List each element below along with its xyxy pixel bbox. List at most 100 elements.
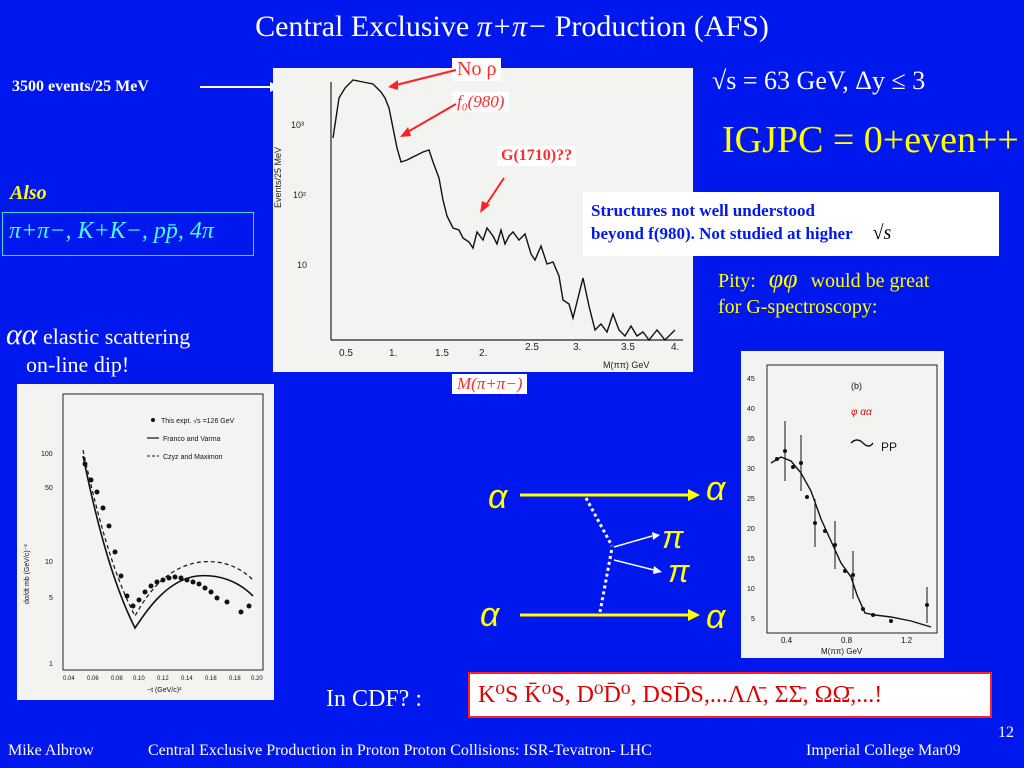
pp-ytick-20: 20 [747, 526, 755, 533]
quantum-numbers-text: IGJPC = 0+even++ [722, 119, 1019, 161]
pp-ytick-30: 30 [747, 466, 755, 473]
pi-upper: π [662, 519, 684, 555]
pity-label: Pity: [718, 270, 756, 292]
footer-center: Central Exclusive Production in Proton P… [148, 742, 652, 759]
elastic-xtick-8: 0.20 [251, 676, 263, 682]
also-formula: π+π−, K+K−, pp̄, 4π [9, 218, 214, 244]
pp-xtick-0: 0.4 [781, 636, 793, 645]
pp-ytick-10: 10 [747, 586, 755, 593]
histogram-line [332, 79, 676, 342]
main-xtick-3: 2. [479, 348, 487, 359]
lower-pomeron-line [598, 547, 614, 613]
also-box: π+π−, K+K−, pp̄, 4π [2, 212, 254, 256]
events-label: 3500 events/25 MeV [12, 78, 149, 95]
elastic-xtick-7: 0.18 [229, 676, 241, 682]
alpha-out-top: α [706, 470, 727, 508]
quantum-numbers: IGJPC = 0+even++ [722, 118, 1019, 162]
alpha-elastic: αα elastic scattering [6, 318, 190, 352]
elastic-legend-2: Czyz and Maximon [163, 454, 223, 461]
page-number: 12 [998, 724, 1014, 741]
no-rho-arrowhead [388, 80, 398, 90]
alpha-in-bottom: α [480, 596, 501, 634]
mass-label: M(π+π−) [452, 374, 528, 394]
footer-right: Imperial College Mar09 [806, 742, 961, 759]
pp-panel-label: (b) [851, 381, 862, 391]
pp-xtick-1: 0.8 [841, 636, 853, 645]
elastic-plot: This expt. √s =126 GeV Franco and Varma … [17, 384, 274, 700]
structures-line1: Structures not well understood [591, 201, 815, 220]
cdf-formula: K⁰S K̄⁰S, D⁰D̄⁰, DSD̄S,...ΛΛ̄, ΣΣ̄, ΩΩ̄,… [478, 682, 883, 708]
main-xtick-0: 0.5 [339, 348, 353, 359]
title-math: π+π− [476, 10, 548, 43]
elastic-xtick-1: 0.06 [87, 676, 99, 682]
pp-ytick-45: 45 [747, 376, 755, 383]
elastic-xtick-6: 0.16 [205, 676, 217, 682]
elastic-ytick-100: 100 [41, 451, 53, 458]
upper-pomeron-line [584, 497, 614, 547]
footer-left: Mike Albrow [8, 742, 94, 759]
elastic-legend-0: This expt. √s =126 GeV [161, 417, 235, 425]
pp-xtick-2: 1.2 [901, 636, 913, 645]
pp-error-bars [784, 421, 928, 623]
main-ytick-1000: 10³ [291, 120, 304, 130]
elastic-xtick-0: 0.04 [63, 676, 75, 682]
alpha-out-bottom: α [706, 598, 727, 636]
structures-sqrt: √s [872, 222, 892, 244]
cdf-label: In CDF? : [326, 686, 422, 712]
elastic-y-label: dσ/dt mb (GeV/c)⁻² [24, 544, 31, 604]
main-plot-svg: Events/25 MeV 10³ 10² 10 0.5 1. 1.5 2. 2… [273, 79, 683, 370]
g1710-label: G(1710)?? [497, 146, 577, 166]
pity-text2: for G-spectroscopy: [718, 296, 878, 318]
elastic-xtick-3: 0.10 [133, 676, 145, 682]
pity-phi: φφ [768, 264, 798, 293]
main-x-label: M(ππ) GeV [603, 360, 649, 370]
pp-ytick-15: 15 [747, 556, 755, 563]
elastic-xtick-5: 0.14 [181, 676, 193, 682]
alpha-line2: on-line dip! [26, 352, 130, 377]
pp-data-points [775, 449, 929, 623]
cdf-box: K⁰S K̄⁰S, D⁰D̄⁰, DSD̄S,...ΛΛ̄, ΣΣ̄, ΩΩ̄,… [468, 672, 992, 718]
main-xtick-5: 3. [573, 342, 581, 353]
pity-text: Pity: φφ would be great for G-spectrosco… [718, 266, 929, 320]
no-rho-label: No ρ [452, 58, 502, 81]
main-xtick-1: 1. [389, 348, 397, 359]
pp-plot-svg: 45 40 35 30 25 20 15 10 5 0.4 0.8 1.2 M(… [747, 364, 938, 656]
elastic-data-points [82, 461, 252, 615]
pp-legend-pp: PP [881, 440, 897, 454]
title-post: Production (AFS) [547, 10, 769, 43]
pp-ytick-40: 40 [747, 406, 755, 413]
annotation-arrows [388, 69, 505, 213]
pp-legend-phi: φ αα [851, 407, 872, 418]
pity-text1: would be great [810, 270, 930, 292]
pi-lower: π [668, 553, 690, 589]
elastic-xtick-4: 0.12 [157, 676, 169, 682]
elastic-xtick-2: 0.08 [111, 676, 123, 682]
czyz-maximon-curve [82, 449, 254, 618]
elastic-ytick-10: 10 [45, 559, 53, 566]
main-y-label: Events/25 MeV [273, 147, 283, 208]
pp-x-label: M(ππ) GeV [821, 647, 863, 656]
franco-varma-curve [82, 455, 254, 630]
alpha-in-top: α [488, 478, 509, 516]
main-xtick-6: 3.5 [621, 342, 635, 353]
main-xtick-7: 4. [671, 342, 679, 353]
main-xtick-2: 1.5 [435, 348, 449, 359]
structures-line2: beyond f(980). Not studied at higher √s [591, 222, 991, 245]
also-label: Also [10, 182, 47, 204]
pp-ytick-35: 35 [747, 436, 755, 443]
main-ytick-10: 10 [297, 260, 307, 270]
pp-legend-swash [850, 439, 874, 447]
alpha-pair: αα [6, 318, 38, 351]
alpha-line1: elastic scattering [43, 324, 191, 349]
elastic-ytick-50: 50 [45, 485, 53, 492]
f0-arrowhead [400, 127, 411, 137]
elastic-plot-svg: This expt. √s =126 GeV Franco and Varma … [24, 393, 264, 694]
elastic-ytick-1: 1 [49, 661, 53, 668]
alpha-alpha-diagram: α α α α π π [480, 470, 727, 636]
g-arrowhead [480, 201, 490, 213]
elastic-x-label: −t (GeV/c)² [147, 687, 182, 694]
main-xtick-4: 2.5 [525, 342, 539, 353]
title-pre: Central Exclusive [255, 10, 477, 43]
elastic-ytick-5: 5 [49, 595, 53, 602]
pp-plot: 45 40 35 30 25 20 15 10 5 0.4 0.8 1.2 M(… [741, 351, 944, 658]
